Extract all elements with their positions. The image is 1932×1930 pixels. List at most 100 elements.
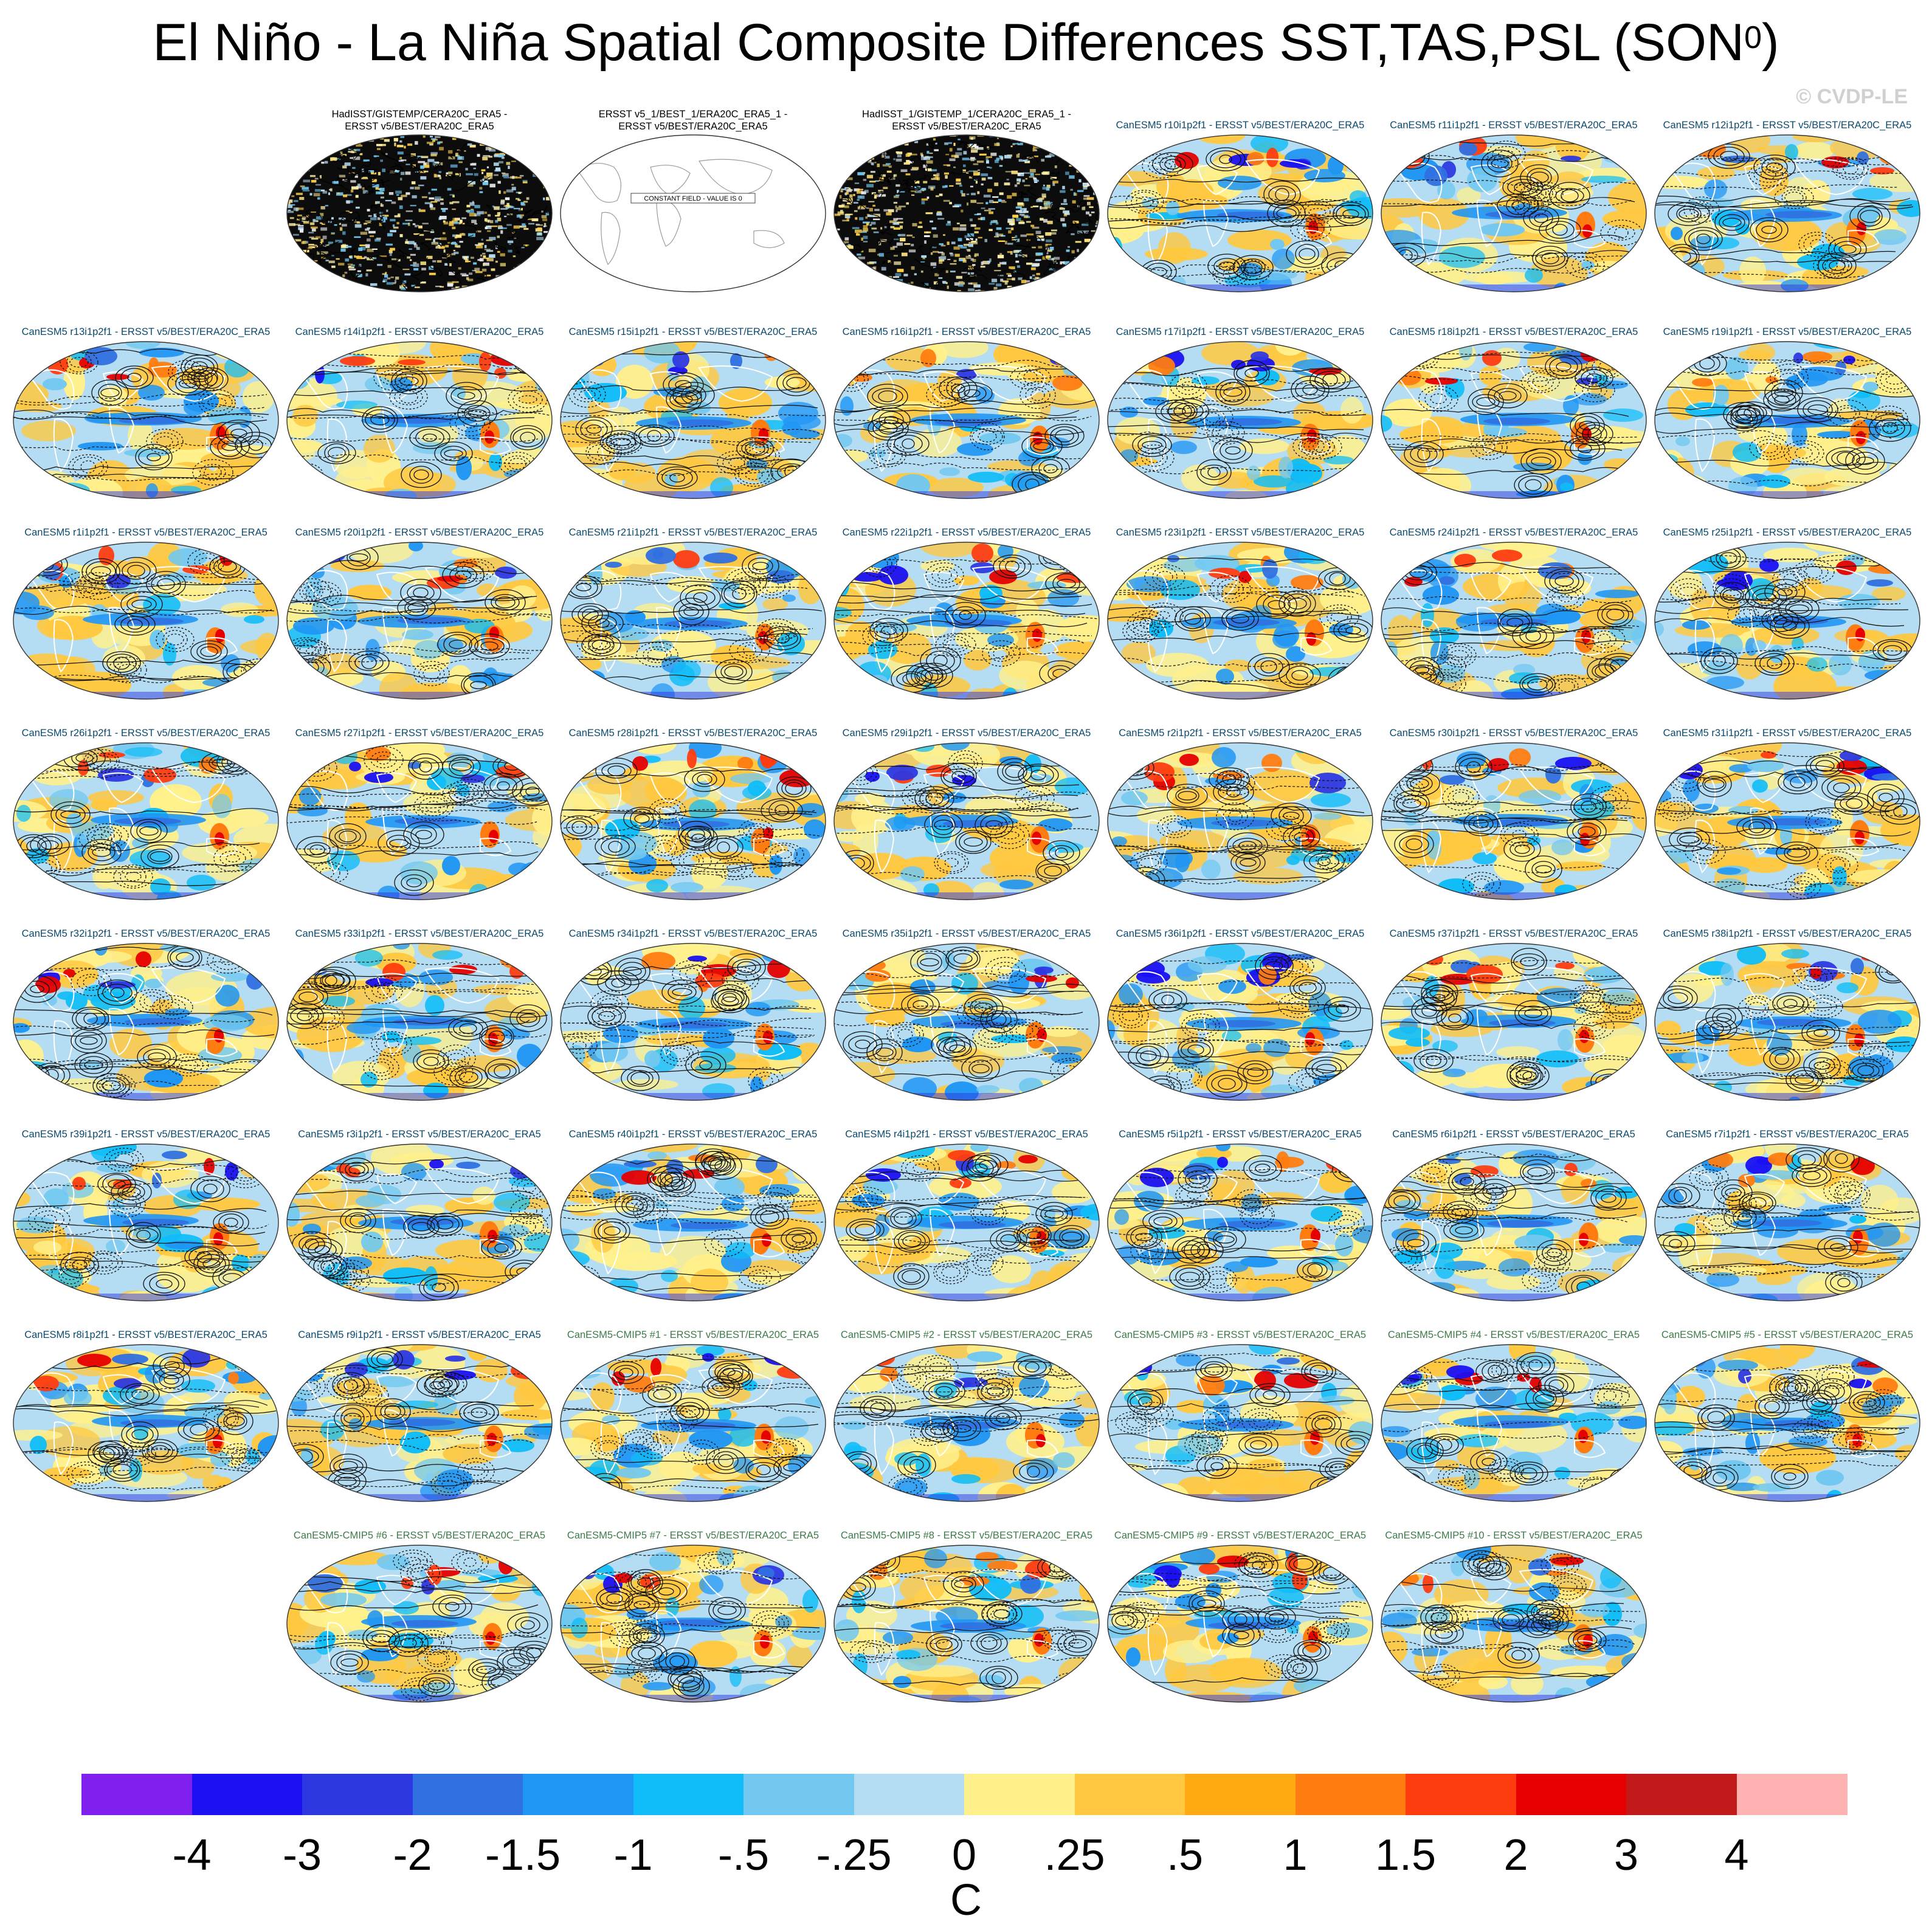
map-panel: CanESM5 r31i1p2f1 - ERSST v5/BEST/ERA20C… [1650,716,1925,905]
map-panel: CanESM5 r15i1p2f1 - ERSST v5/BEST/ERA20C… [556,315,830,503]
panel-title: CanESM5 r15i1p2f1 - ERSST v5/BEST/ERA20C… [556,326,830,338]
global-map [1381,134,1647,292]
map-panel: CanESM5 r13i1p2f1 - ERSST v5/BEST/ERA20C… [9,315,283,503]
panel-title: CanESM5-CMIP5 #9 - ERSST v5/BEST/ERA20C_… [1103,1529,1378,1542]
global-map [1381,542,1647,700]
panel-title-line1: CanESM5 r11i1p2f1 - ERSST v5/BEST/ERA20C… [1390,120,1638,131]
global-map [833,542,1100,700]
panel-title: HadISST_1/GISTEMP_1/CERA20C_ERA5_1 - ERSS… [829,108,1104,133]
colorbar-tick-label: 2 [1503,1831,1528,1880]
panel-title-line1: CanESM5 r21i1p2f1 - ERSST v5/BEST/ERA20C… [568,527,818,538]
panel-title: CanESM5 r33i1p2f1 - ERSST v5/BEST/ERA20C… [282,928,557,940]
map-panel: CanESM5 r16i1p2f1 - ERSST v5/BEST/ERA20C… [829,315,1104,503]
panel-title: CanESM5 r16i1p2f1 - ERSST v5/BEST/ERA20C… [829,326,1104,338]
global-map [1654,943,1920,1101]
global-map [286,1143,553,1301]
panel-title: CanESM5 r9i1p2f1 - ERSST v5/BEST/ERA20C_… [282,1329,557,1341]
colorbar-tick-label: 1 [1283,1831,1308,1880]
map-panel: CanESM5-CMIP5 #2 - ERSST v5/BEST/ERA20C_… [829,1318,1104,1506]
panel-title-line1: CanESM5 r19i1p2f1 - ERSST v5/BEST/ERA20C… [1663,326,1912,337]
global-map [1381,1344,1647,1502]
map-panel: CanESM5 r18i1p2f1 - ERSST v5/BEST/ERA20C… [1376,315,1651,503]
colorbar-tick-label: -3 [282,1831,322,1880]
global-map [560,542,826,700]
map-panel: CanESM5 r37i1p2f1 - ERSST v5/BEST/ERA20C… [1376,917,1651,1105]
panel-title: CanESM5 r12i1p2f1 - ERSST v5/BEST/ERA20C… [1650,119,1925,131]
map-panel: HadISST_1/GISTEMP_1/CERA20C_ERA5_1 - ERSS… [829,108,1104,297]
panel-title-line1: CanESM5 r24i1p2f1 - ERSST v5/BEST/ERA20C… [1389,527,1638,538]
panel-title: CanESM5 r19i1p2f1 - ERSST v5/BEST/ERA20C… [1650,326,1925,338]
global-map [1654,1344,1920,1502]
panel-title-line1: CanESM5 r36i1p2f1 - ERSST v5/BEST/ERA20C… [1116,928,1365,939]
panel-title-line1: CanESM5 r40i1p2f1 - ERSST v5/BEST/ERA20C… [568,1129,818,1140]
colorbar-tick-label: -2 [393,1831,432,1880]
colorbar-tick-label: -1.5 [485,1831,561,1880]
panel-title: CanESM5 r40i1p2f1 - ERSST v5/BEST/ERA20C… [556,1128,830,1140]
panel-title: CanESM5 r39i1p2f1 - ERSST v5/BEST/ERA20C… [9,1128,283,1140]
global-map [13,1344,279,1502]
colorbar-swatch [191,1774,303,1815]
colorbar-swatch [743,1774,855,1815]
panel-title: CanESM5 r23i1p2f1 - ERSST v5/BEST/ERA20C… [1103,526,1378,539]
global-map [560,1545,826,1703]
colorbar-tick-label: 1.5 [1375,1831,1437,1880]
panel-title: ERSST v5_1/BEST_1/ERA20C_ERA5_1 - ERSST v… [556,108,830,133]
panel-title: CanESM5 r20i1p2f1 - ERSST v5/BEST/ERA20C… [282,526,557,539]
colorbar-swatch [1406,1774,1517,1815]
global-map [286,134,553,292]
map-panel: CanESM5 r4i1p2f1 - ERSST v5/BEST/ERA20C_… [829,1117,1104,1306]
panel-title: CanESM5 r21i1p2f1 - ERSST v5/BEST/ERA20C… [556,526,830,539]
global-map [1107,341,1373,499]
global-map [833,742,1100,900]
panel-title: CanESM5 r30i1p2f1 - ERSST v5/BEST/ERA20C… [1376,727,1651,739]
panel-title-line1: CanESM5 r3i1p2f1 - ERSST v5/BEST/ERA20C_… [298,1129,541,1140]
panel-title: CanESM5 r6i1p2f1 - ERSST v5/BEST/ERA20C_… [1376,1128,1651,1140]
panel-title: CanESM5 r24i1p2f1 - ERSST v5/BEST/ERA20C… [1376,526,1651,539]
panel-title: CanESM5 r36i1p2f1 - ERSST v5/BEST/ERA20C… [1103,928,1378,940]
map-panel: CanESM5 r40i1p2f1 - ERSST v5/BEST/ERA20C… [556,1117,830,1306]
global-map [560,1344,826,1502]
map-panel: ERSST v5_1/BEST_1/ERA20C_ERA5_1 - ERSST v… [556,108,830,297]
panel-title-line1: CanESM5 r34i1p2f1 - ERSST v5/BEST/ERA20C… [568,928,818,939]
map-panel: CanESM5 r12i1p2f1 - ERSST v5/BEST/ERA20C… [1650,108,1925,297]
map-panel: CanESM5 r26i1p2f1 - ERSST v5/BEST/ERA20C… [9,716,283,905]
global-map [13,542,279,700]
global-map [833,134,1100,292]
panel-title: CanESM5-CMIP5 #2 - ERSST v5/BEST/ERA20C_… [829,1329,1104,1341]
global-map [13,341,279,499]
map-panel: CanESM5-CMIP5 #8 - ERSST v5/BEST/ERA20C_… [829,1518,1104,1707]
panel-title-line1: CanESM5 r8i1p2f1 - ERSST v5/BEST/ERA20C_… [24,1329,267,1340]
panel-title-line1: ERSST v5_1/BEST_1/ERA20C_ERA5_1 - [598,109,788,120]
global-map: CONSTANT FIELD - VALUE IS 0 [560,134,826,292]
panel-title-line1: CanESM5 r27i1p2f1 - ERSST v5/BEST/ERA20C… [295,728,544,739]
panel-title-line1: CanESM5 r4i1p2f1 - ERSST v5/BEST/ERA20C_… [845,1129,1088,1140]
panel-title-line1: CanESM5 r39i1p2f1 - ERSST v5/BEST/ERA20C… [21,1129,271,1140]
panel-title-line1: CanESM5 r13i1p2f1 - ERSST v5/BEST/ERA20C… [21,326,271,337]
panel-title: CanESM5 r22i1p2f1 - ERSST v5/BEST/ERA20C… [829,526,1104,539]
map-panel: CanESM5-CMIP5 #10 - ERSST v5/BEST/ERA20C… [1376,1518,1651,1707]
map-panel: CanESM5 r23i1p2f1 - ERSST v5/BEST/ERA20C… [1103,515,1378,704]
panel-title-line1: CanESM5 r18i1p2f1 - ERSST v5/BEST/ERA20C… [1389,326,1638,337]
map-panel: CanESM5 r6i1p2f1 - ERSST v5/BEST/ERA20C_… [1376,1117,1651,1306]
global-map [1381,943,1647,1101]
global-map [13,1143,279,1301]
global-map [286,542,553,700]
copyright-watermark: © CVDP-LE [1796,85,1908,108]
global-map [1107,1143,1373,1301]
global-map [1654,134,1920,292]
panel-title: CanESM5-CMIP5 #10 - ERSST v5/BEST/ERA20C… [1376,1529,1651,1542]
global-map [13,742,279,900]
colorbar-swatch [1516,1774,1627,1815]
map-panel: CanESM5 r33i1p2f1 - ERSST v5/BEST/ERA20C… [282,917,557,1105]
global-map [1381,341,1647,499]
panel-title-line2: ERSST v5/BEST/ERA20C_ERA5 [345,121,494,132]
global-map [13,943,279,1101]
map-panel: CanESM5 r24i1p2f1 - ERSST v5/BEST/ERA20C… [1376,515,1651,704]
panel-title-line1: CanESM5-CMIP5 #1 - ERSST v5/BEST/ERA20C_… [567,1329,819,1340]
panel-title: HadISST/GISTEMP/CERA20C_ERA5 - ERSST v5/B… [282,108,557,133]
map-panel: CanESM5 r30i1p2f1 - ERSST v5/BEST/ERA20C… [1376,716,1651,905]
panel-title: CanESM5 r25i1p2f1 - ERSST v5/BEST/ERA20C… [1650,526,1925,539]
panel-title-line1: CanESM5 r16i1p2f1 - ERSST v5/BEST/ERA20C… [842,326,1091,337]
panel-title-line1: CanESM5 r9i1p2f1 - ERSST v5/BEST/ERA20C_… [298,1329,541,1340]
map-panel: CanESM5 r9i1p2f1 - ERSST v5/BEST/ERA20C_… [282,1318,557,1506]
